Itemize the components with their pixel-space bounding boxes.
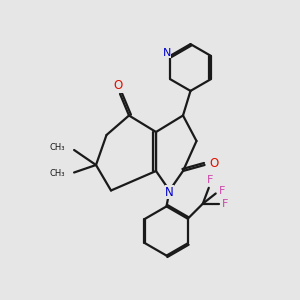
Text: O: O	[114, 79, 123, 92]
Text: N: N	[162, 48, 171, 58]
Text: CH₃: CH₃	[49, 143, 64, 152]
Text: N: N	[165, 185, 174, 199]
Text: CH₃: CH₃	[49, 169, 64, 178]
Text: F: F	[219, 186, 226, 196]
Text: O: O	[210, 157, 219, 170]
Text: F: F	[207, 175, 214, 185]
Text: F: F	[222, 199, 229, 209]
